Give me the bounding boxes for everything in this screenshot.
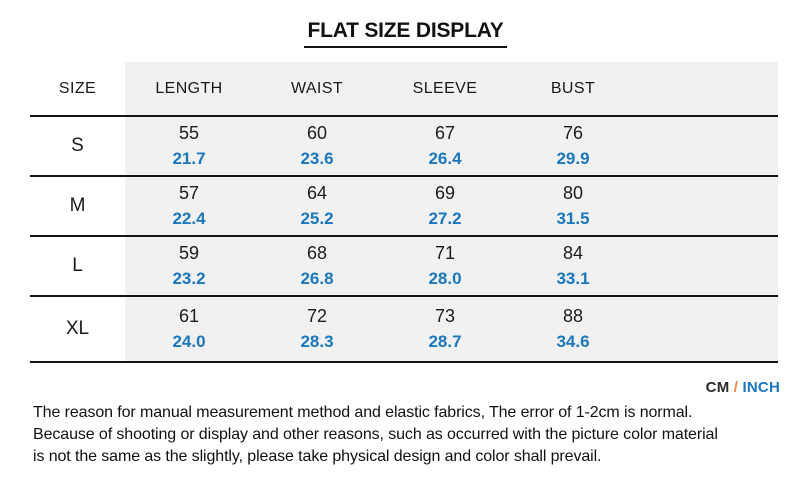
cm-value: 55: [178, 123, 200, 143]
note-line-3: is not the same as the slightly, please …: [33, 448, 602, 465]
inch-value: 26.4: [428, 149, 462, 168]
inch-value: 23.6: [300, 149, 334, 168]
cm-value: 76: [562, 123, 584, 143]
cm-value: 59: [178, 243, 200, 263]
cell-m-waist: 64 25.2: [253, 177, 381, 235]
size-label-s: S: [30, 117, 125, 175]
row-filler: [637, 177, 778, 235]
cm-value: 67: [434, 123, 456, 143]
column-header-size: SIZE: [30, 62, 125, 115]
cm-value: 84: [562, 243, 584, 263]
cell-xl-length: 61 24.0: [125, 297, 253, 361]
cm-value: 72: [306, 306, 328, 326]
cm-value: 71: [434, 243, 456, 263]
cell-m-sleeve: 69 27.2: [381, 177, 509, 235]
cm-value: 69: [434, 183, 456, 203]
cm-value: 64: [306, 183, 328, 203]
size-row-m: M 57 22.4 64 25.2 69 27.2 80 31.5: [30, 177, 778, 237]
inch-value: 34.6: [556, 332, 590, 351]
cell-s-length: 55 21.7: [125, 117, 253, 175]
row-filler: [637, 237, 778, 295]
cm-value: 73: [434, 306, 456, 326]
cm-value: 88: [562, 306, 584, 326]
size-label-xl: XL: [30, 297, 125, 361]
cell-l-waist: 68 26.8: [253, 237, 381, 295]
inch-value: 28.7: [428, 332, 462, 351]
column-header-sleeve: SLEEVE: [381, 62, 509, 115]
inch-value: 29.9: [556, 149, 590, 168]
inch-value: 33.1: [556, 269, 590, 288]
column-header-length: LENGTH: [125, 62, 253, 115]
inch-value: 31.5: [556, 209, 590, 228]
inch-value: 23.2: [172, 269, 206, 288]
row-filler: [637, 117, 778, 175]
cell-l-length: 59 23.2: [125, 237, 253, 295]
column-header-waist: WAIST: [253, 62, 381, 115]
cell-l-sleeve: 71 28.0: [381, 237, 509, 295]
cm-value: 60: [306, 123, 328, 143]
cm-value: 61: [178, 306, 200, 326]
cell-m-length: 57 22.4: [125, 177, 253, 235]
measurement-note: The reason for manual measurement method…: [33, 402, 793, 468]
column-header-bust: BUST: [509, 62, 637, 115]
cell-l-bust: 84 33.1: [509, 237, 637, 295]
note-line-2: Because of shooting or display and other…: [33, 426, 718, 443]
inch-value: 28.0: [428, 269, 462, 288]
unit-legend: CM / INCH: [706, 379, 780, 396]
header-filler: [637, 62, 778, 115]
cm-value: 57: [178, 183, 200, 203]
cell-xl-bust: 88 34.6: [509, 297, 637, 361]
cell-xl-waist: 72 28.3: [253, 297, 381, 361]
inch-value: 22.4: [172, 209, 206, 228]
cell-s-bust: 76 29.9: [509, 117, 637, 175]
cell-xl-sleeve: 73 28.7: [381, 297, 509, 361]
inch-value: 25.2: [300, 209, 334, 228]
inch-value: 27.2: [428, 209, 462, 228]
unit-inch-label: INCH: [742, 379, 780, 396]
inch-value: 21.7: [172, 149, 206, 168]
cell-m-bust: 80 31.5: [509, 177, 637, 235]
size-label-m: M: [30, 177, 125, 235]
cell-s-sleeve: 67 26.4: [381, 117, 509, 175]
inch-value: 24.0: [172, 332, 206, 351]
cm-value: 80: [562, 183, 584, 203]
note-line-1: The reason for manual measurement method…: [33, 404, 693, 421]
inch-value: 26.8: [300, 269, 334, 288]
size-row-l: L 59 23.2 68 26.8 71 28.0 84 33.1: [30, 237, 778, 297]
cell-s-waist: 60 23.6: [253, 117, 381, 175]
cm-value: 68: [306, 243, 328, 263]
unit-separator: /: [733, 379, 739, 396]
row-filler: [637, 297, 778, 361]
table-header-row: SIZE LENGTH WAIST SLEEVE BUST: [30, 62, 778, 117]
inch-value: 28.3: [300, 332, 334, 351]
size-table: SIZE LENGTH WAIST SLEEVE BUST S 55 21.7 …: [30, 62, 778, 363]
unit-cm-label: CM: [705, 379, 730, 396]
title-wrap: FLAT SIZE DISPLAY: [0, 19, 811, 48]
size-row-xl: XL 61 24.0 72 28.3 73 28.7 88 34.6: [30, 297, 778, 363]
size-label-l: L: [30, 237, 125, 295]
page-title: FLAT SIZE DISPLAY: [304, 19, 507, 48]
size-row-s: S 55 21.7 60 23.6 67 26.4 76 29.9: [30, 117, 778, 177]
